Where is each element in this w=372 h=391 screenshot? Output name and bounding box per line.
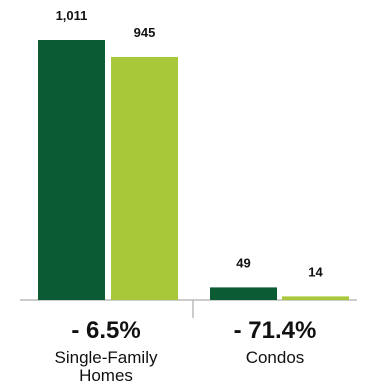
bar-2-2 (282, 296, 349, 300)
category-label-1: Single-Family Homes (55, 348, 158, 385)
category-label-line: Single-Family (55, 348, 158, 367)
category-label-line: Homes (79, 366, 133, 385)
labels-layer: 1,011 945 - 6.5% Single-Family Homes 49 14 - 71… (55, 8, 324, 385)
bar-2-1 (210, 287, 277, 300)
value-label-1-2: 945 (134, 25, 156, 40)
percent-change-2: - 71.4% (234, 317, 317, 344)
bar-1-2 (111, 56, 178, 300)
value-label-2-1: 49 (236, 255, 250, 270)
bar-1-1 (38, 40, 105, 300)
percent-change-1: - 6.5% (71, 317, 140, 344)
category-label-line: Condos (246, 348, 305, 367)
value-label-1-1: 1,011 (56, 8, 88, 23)
category-label-2: Condos (246, 348, 305, 367)
value-label-2-2: 14 (308, 264, 323, 279)
bars-layer (38, 40, 349, 300)
